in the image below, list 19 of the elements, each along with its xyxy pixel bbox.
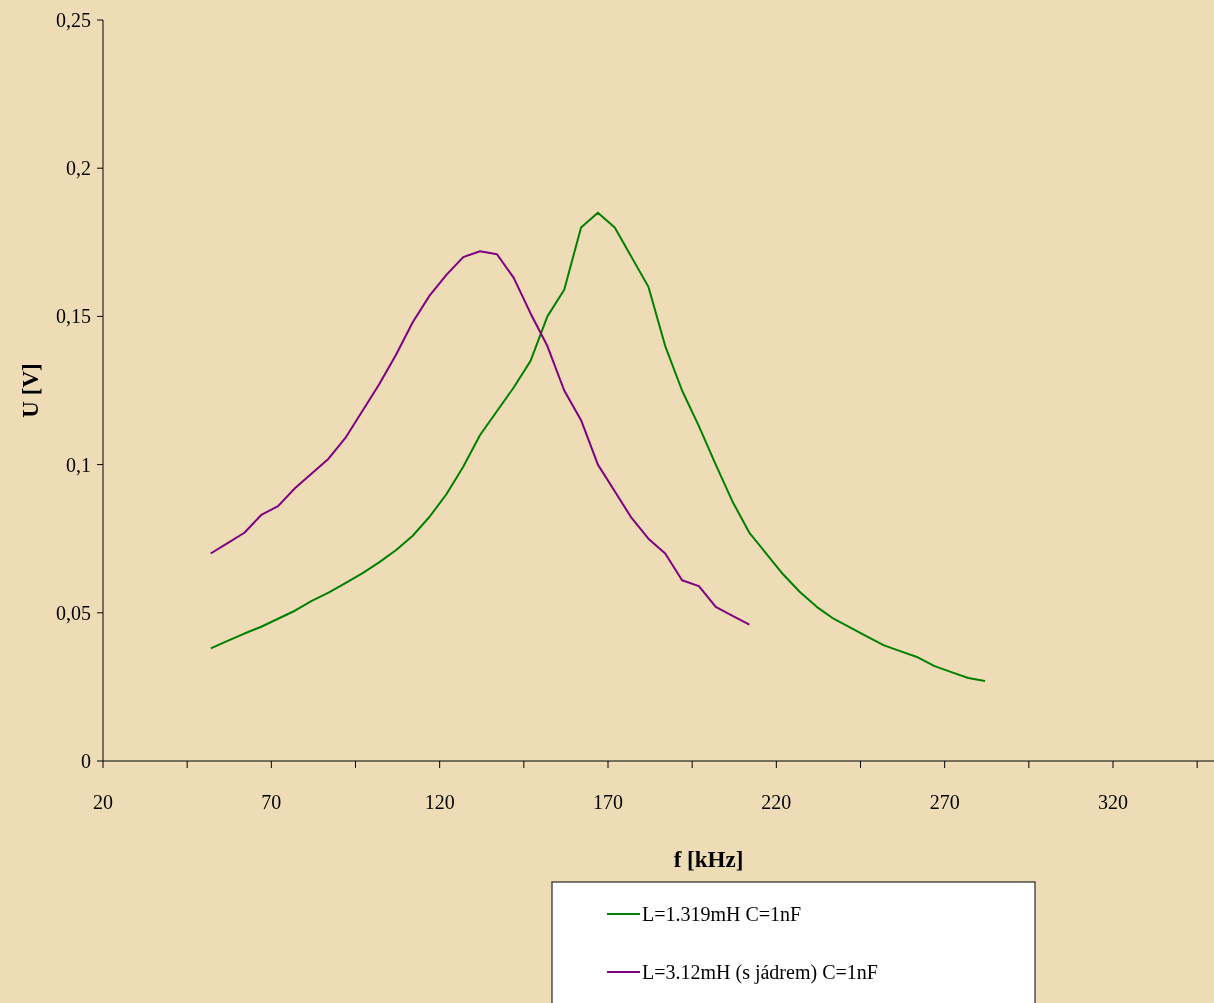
line-series bbox=[209, 250, 751, 626]
y-tick-label: 0,25 bbox=[56, 9, 91, 31]
y-axis-title: U [V] bbox=[18, 363, 43, 418]
x-tick-label: 170 bbox=[593, 791, 623, 813]
y-tick-label: 0,05 bbox=[56, 601, 91, 624]
x-tick-label: 70 bbox=[261, 791, 282, 813]
y-tick-label: 0,1 bbox=[66, 453, 91, 476]
x-tick-label: 270 bbox=[929, 791, 960, 813]
x-tick-label: 120 bbox=[424, 791, 455, 813]
y-tick-label: 0 bbox=[81, 750, 91, 772]
x-tick-label: 220 bbox=[761, 791, 792, 813]
x-axis-title: f [kHz] bbox=[673, 847, 744, 872]
x-tick-label: 320 bbox=[1098, 791, 1128, 813]
y-tick-label: 0,2 bbox=[66, 157, 91, 180]
y-tick-label: 0,15 bbox=[56, 305, 91, 328]
legend-label: L=3.12mH (s jádrem) C=1nF bbox=[642, 961, 878, 984]
line-series bbox=[209, 211, 987, 682]
x-tick-label: 20 bbox=[93, 791, 113, 813]
legend-label: L=1.319mH C=1nF bbox=[642, 903, 802, 925]
